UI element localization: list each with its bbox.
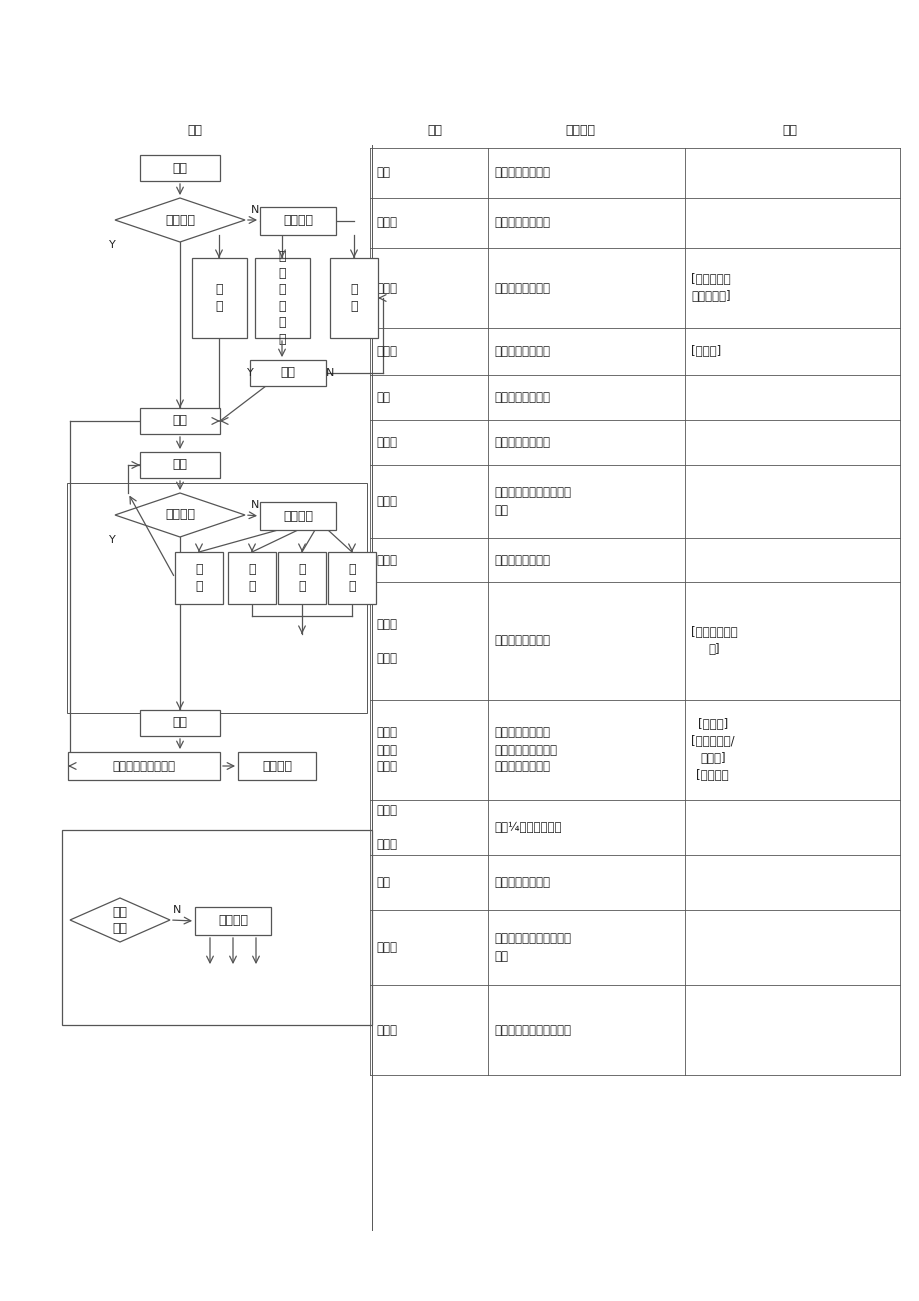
Text: 标示隔离: 标示隔离	[218, 915, 248, 928]
Text: 《特采管理规定》
《返修作业指导书》
《报废作业规定》: 《特采管理规定》 《返修作业指导书》 《报废作业规定》	[494, 726, 556, 774]
FancyBboxPatch shape	[330, 258, 378, 338]
Text: 相关说明: 相关说明	[564, 124, 595, 137]
Text: 《库存品定期质量抽查规
定》: 《库存品定期质量抽查规 定》	[494, 933, 571, 963]
FancyBboxPatch shape	[278, 552, 325, 604]
Text: [煤悌单]: [煤悌单]	[690, 345, 720, 358]
Text: 品管部: 品管部	[376, 436, 397, 449]
Text: 品管部: 品管部	[376, 345, 397, 358]
Text: N: N	[325, 368, 334, 379]
FancyBboxPatch shape	[140, 451, 220, 477]
Text: 品管部
生管部
生管部: 品管部 生管部 生管部	[376, 726, 397, 774]
Text: 《进料检验程序》: 《进料检验程序》	[494, 216, 550, 229]
FancyBboxPatch shape	[68, 752, 220, 781]
Text: 进料检验: 进料检验	[165, 213, 195, 226]
Text: 品管部: 品管部	[376, 494, 397, 507]
Text: 《仓储管理程序》: 《仓储管理程序》	[494, 876, 550, 889]
Text: 品管部: 品管部	[376, 281, 397, 294]
Text: 单位: 单位	[427, 124, 442, 137]
Text: 通
知
厂
商
处
理: 通 知 厂 商 处 理	[278, 250, 286, 346]
Polygon shape	[70, 898, 170, 942]
Text: 特
采: 特 采	[195, 563, 202, 593]
Text: 标示隔离: 标示隔离	[283, 510, 312, 523]
Text: 逾期报废: 逾期报废	[262, 760, 291, 773]
Text: 生管部: 生管部	[376, 553, 397, 566]
Text: 品管部: 品管部	[376, 941, 397, 954]
Text: 《仓储管理程序》: 《仓储管理程序》	[494, 392, 550, 405]
Text: 出货
检验: 出货 检验	[112, 905, 128, 934]
Text: 《过程检验程序》: 《过程检验程序》	[494, 635, 550, 648]
Text: 批
退: 批 退	[350, 284, 357, 312]
Text: 生管部

品管部: 生管部 品管部	[376, 804, 397, 851]
Text: 特
采: 特 采	[216, 284, 223, 312]
FancyBboxPatch shape	[140, 409, 220, 435]
Text: 选
别: 选 别	[248, 563, 255, 593]
Text: 《仓储管理程序》: 《仓储管理程序》	[494, 167, 550, 180]
Text: 《特采管理规定》: 《特采管理规定》	[494, 345, 550, 358]
Text: 入库: 入库	[173, 415, 187, 428]
Text: 复检: 复检	[280, 367, 295, 380]
Text: 流程: 流程	[187, 124, 202, 137]
Text: Y: Y	[108, 535, 115, 545]
Text: 表单: 表单	[782, 124, 797, 137]
Text: 入库: 入库	[173, 717, 187, 730]
Text: 品管部: 品管部	[376, 1024, 397, 1037]
Text: 《进料检验程序》: 《进料检验程序》	[494, 281, 550, 294]
Text: 《成品与出货检验程序》: 《成品与出货检验程序》	[494, 1024, 571, 1037]
Text: 仓库: 仓库	[376, 392, 390, 405]
FancyBboxPatch shape	[255, 258, 310, 338]
FancyBboxPatch shape	[140, 710, 220, 736]
Text: Y: Y	[108, 239, 115, 250]
Text: 返
修: 返 修	[298, 563, 305, 593]
Text: 进料: 进料	[173, 161, 187, 174]
FancyBboxPatch shape	[328, 552, 376, 604]
FancyBboxPatch shape	[62, 830, 371, 1025]
Text: N: N	[173, 905, 181, 915]
Text: 生产: 生产	[173, 458, 187, 471]
Polygon shape	[115, 198, 244, 242]
Polygon shape	[115, 493, 244, 537]
Text: Y: Y	[246, 368, 253, 379]
Text: 仓库: 仓库	[376, 876, 390, 889]
Text: [供应商材料
不良处理单]: [供应商材料 不良处理单]	[690, 273, 730, 303]
Text: 标示隔离: 标示隔离	[283, 215, 312, 228]
Text: N: N	[251, 500, 259, 510]
FancyBboxPatch shape	[192, 258, 246, 338]
Text: N: N	[251, 206, 259, 215]
Text: [不合格品处理
单]: [不合格品处理 单]	[690, 626, 737, 656]
Text: 报
废: 报 废	[348, 563, 356, 593]
FancyBboxPatch shape	[260, 502, 335, 530]
FancyBboxPatch shape	[238, 752, 315, 781]
FancyBboxPatch shape	[260, 207, 335, 235]
Text: 《进料检验程序》: 《进料检验程序》	[494, 436, 550, 449]
Text: 《过程控制程序》: 《过程控制程序》	[494, 553, 550, 566]
Text: 仓库: 仓库	[376, 167, 390, 180]
FancyBboxPatch shape	[195, 907, 271, 935]
Text: 库存品定期质量抽查: 库存品定期质量抽查	[112, 760, 176, 773]
FancyBboxPatch shape	[175, 552, 222, 604]
FancyBboxPatch shape	[250, 360, 325, 386]
Text: 《检验与测试状况控制程
序》: 《检验与测试状况控制程 序》	[494, 487, 571, 516]
Text: 嬾验¼测删前靡书》: 嬾验¼测删前靡书》	[494, 821, 561, 834]
Text: 品管部

生管部: 品管部 生管部	[376, 618, 397, 665]
Text: [献申单]
[不良返修单/
战睬表]
[报废申㎝: [献申单] [不良返修单/ 战睬表] [报废申㎝	[690, 718, 734, 782]
Text: 制程检验: 制程检验	[165, 509, 195, 522]
FancyBboxPatch shape	[140, 155, 220, 181]
FancyBboxPatch shape	[228, 552, 276, 604]
Text: 品管部: 品管部	[376, 216, 397, 229]
